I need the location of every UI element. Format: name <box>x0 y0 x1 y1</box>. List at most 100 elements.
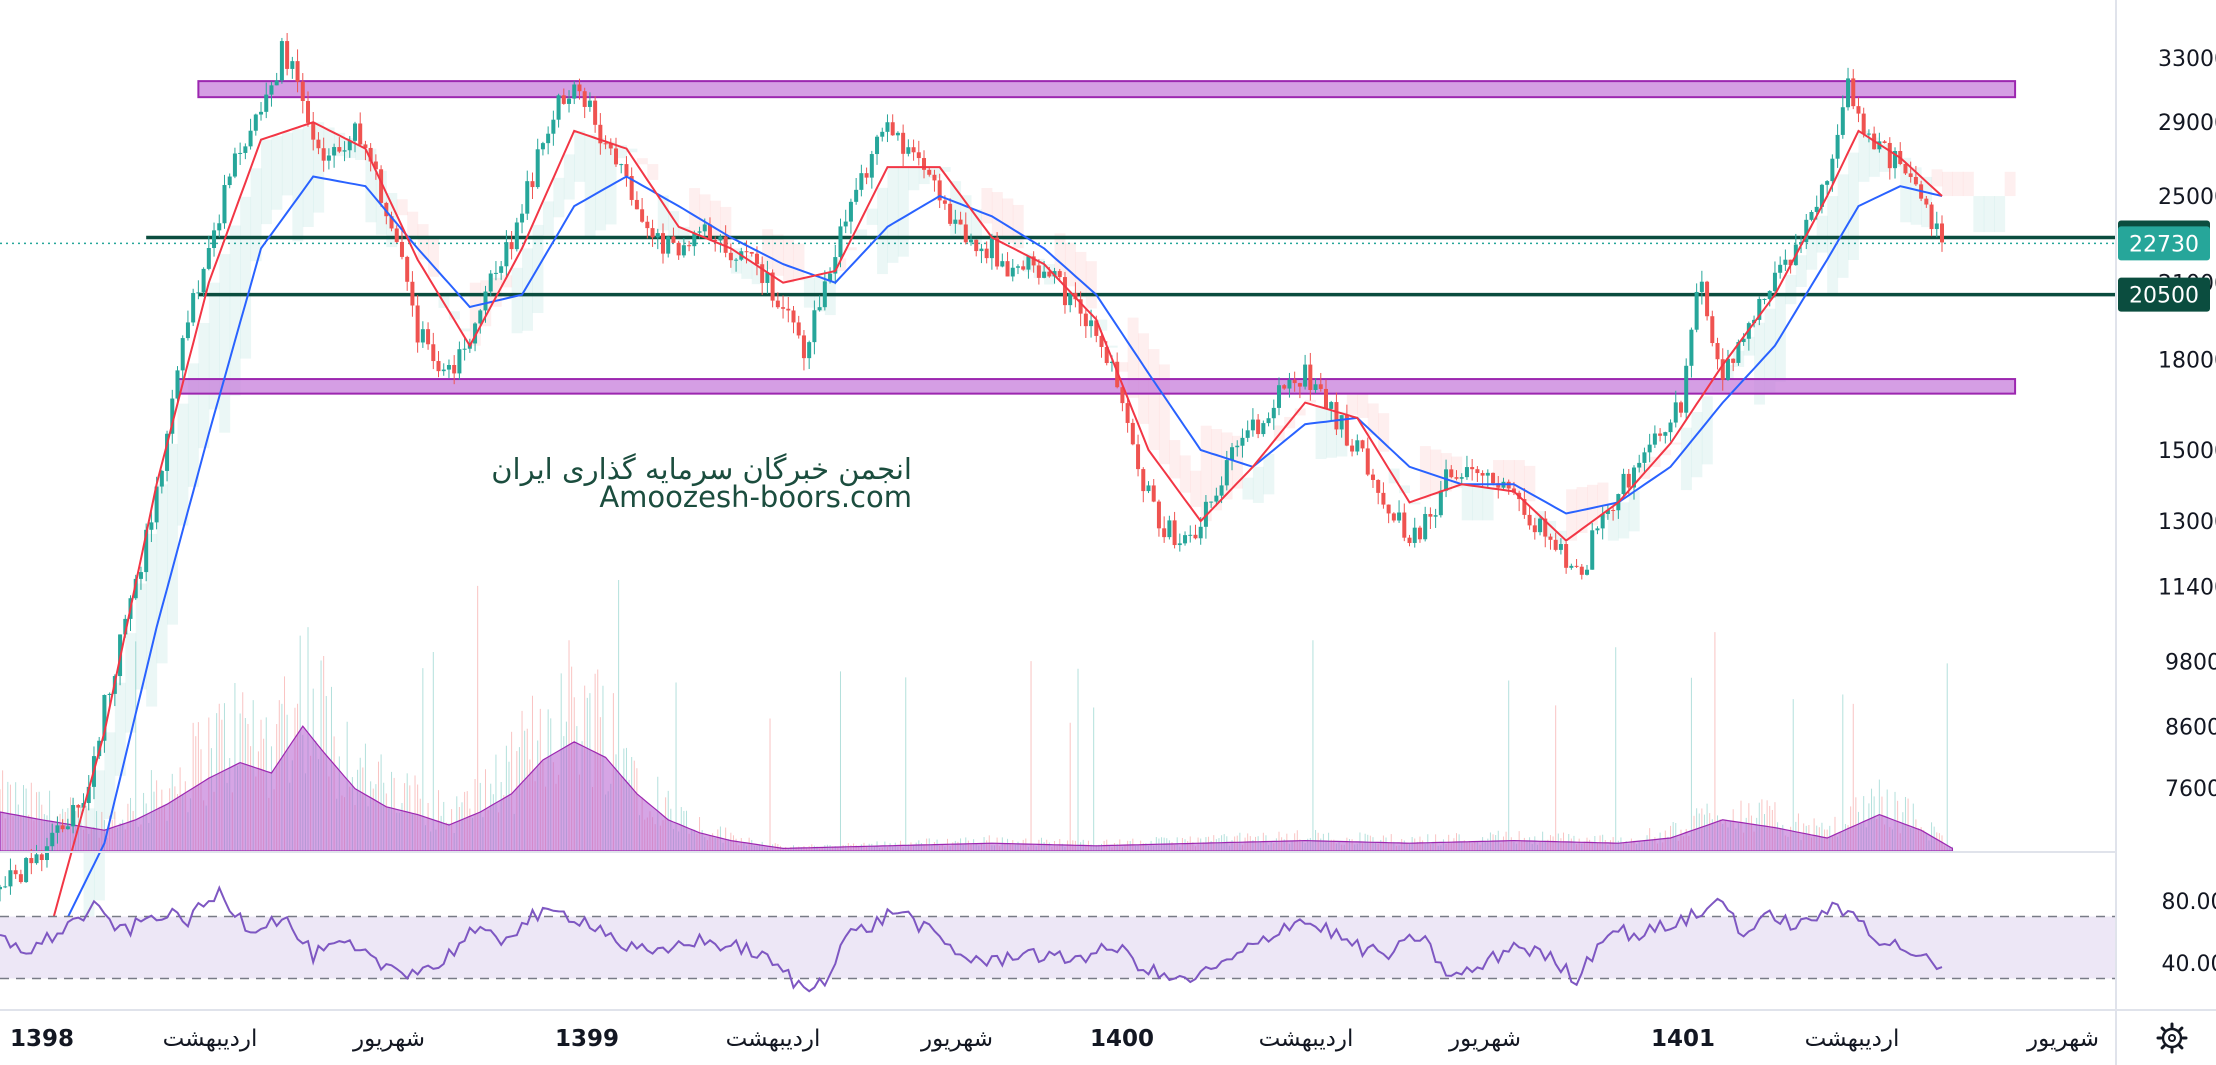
candle-body[interactable] <box>71 805 76 827</box>
candle-body[interactable] <box>76 805 81 808</box>
candle-body[interactable] <box>692 232 697 247</box>
candle-body[interactable] <box>337 147 342 152</box>
candle-body[interactable] <box>180 338 185 371</box>
candle-body[interactable] <box>901 132 906 154</box>
candle-body[interactable] <box>259 111 264 115</box>
candle-body[interactable] <box>1209 501 1214 503</box>
candle-body[interactable] <box>1376 479 1381 493</box>
candle-body[interactable] <box>1464 467 1469 478</box>
candle-body[interactable] <box>175 370 180 399</box>
candle-body[interactable] <box>159 470 164 487</box>
candle-body[interactable] <box>1245 430 1250 438</box>
candle-body[interactable] <box>1908 173 1913 177</box>
candle-body[interactable] <box>473 323 478 344</box>
candle-body[interactable] <box>546 133 551 144</box>
candle-body[interactable] <box>1323 388 1328 409</box>
candle-body[interactable] <box>655 233 660 238</box>
candle-body[interactable] <box>1767 291 1772 299</box>
candle-body[interactable] <box>243 146 248 153</box>
candle-body[interactable] <box>50 832 55 847</box>
candle-body[interactable] <box>1736 342 1741 363</box>
candle-body[interactable] <box>185 322 190 339</box>
candle-body[interactable] <box>948 203 953 224</box>
candle-body[interactable] <box>1851 78 1856 107</box>
candle-body[interactable] <box>958 219 963 225</box>
candle-body[interactable] <box>629 176 634 200</box>
candle-body[interactable] <box>238 152 243 154</box>
candle-body[interactable] <box>942 200 947 204</box>
candle-body[interactable] <box>29 858 34 864</box>
candle-body[interactable] <box>1115 361 1120 388</box>
candle-body[interactable] <box>567 98 572 104</box>
candle-body[interactable] <box>1047 271 1052 277</box>
candle-body[interactable] <box>1663 432 1668 436</box>
candle-body[interactable] <box>1856 106 1861 114</box>
candle-body[interactable] <box>13 870 18 875</box>
candle-body[interactable] <box>754 253 759 265</box>
candle-body[interactable] <box>1057 271 1062 278</box>
candle-body[interactable] <box>927 169 932 175</box>
candle-body[interactable] <box>561 95 566 104</box>
candle-body[interactable] <box>212 230 217 248</box>
candle-body[interactable] <box>1297 383 1302 387</box>
candle-body[interactable] <box>796 322 801 336</box>
candle-body[interactable] <box>864 173 869 178</box>
candle-body[interactable] <box>848 201 853 222</box>
candle-body[interactable] <box>201 268 206 293</box>
candle-body[interactable] <box>1172 520 1177 546</box>
candle-body[interactable] <box>1277 385 1282 408</box>
candle-body[interactable] <box>1318 384 1323 389</box>
candle-body[interactable] <box>86 786 91 804</box>
candle-body[interactable] <box>1104 346 1109 364</box>
candle-body[interactable] <box>1224 460 1229 486</box>
candle-body[interactable] <box>1250 419 1255 431</box>
candle-body[interactable] <box>60 825 65 830</box>
candle-body[interactable] <box>1637 462 1642 468</box>
candle-body[interactable] <box>1423 514 1428 540</box>
candle-body[interactable] <box>770 272 775 301</box>
candle-body[interactable] <box>572 84 577 99</box>
candle-body[interactable] <box>1271 407 1276 419</box>
candle-body[interactable] <box>379 169 384 203</box>
candle-body[interactable] <box>1407 537 1412 543</box>
candle-body[interactable] <box>279 41 284 81</box>
candle-body[interactable] <box>728 252 733 261</box>
candle-body[interactable] <box>1449 469 1454 478</box>
candle-body[interactable] <box>1193 534 1198 539</box>
candle-body[interactable] <box>1788 259 1793 266</box>
candle-body[interactable] <box>1809 211 1814 220</box>
support-resistance-zones[interactable] <box>176 80 2017 395</box>
candle-body[interactable] <box>1433 515 1438 517</box>
candle-body[interactable] <box>765 272 770 283</box>
candle-body[interactable] <box>1042 271 1047 278</box>
candle-body[interactable] <box>1574 565 1579 567</box>
candle-body[interactable] <box>102 694 107 741</box>
candle-body[interactable] <box>671 236 676 243</box>
candle-body[interactable] <box>1522 499 1527 515</box>
candle-body[interactable] <box>253 114 258 131</box>
candle-body[interactable] <box>650 228 655 238</box>
candle-body[interactable] <box>478 310 483 324</box>
candle-body[interactable] <box>1146 485 1151 492</box>
candle-body[interactable] <box>426 329 431 345</box>
candle-body[interactable] <box>1402 512 1407 538</box>
candle-body[interactable] <box>1141 469 1146 492</box>
candle-body[interactable] <box>488 273 493 292</box>
candle-body[interactable] <box>974 239 979 252</box>
candle-body[interactable] <box>269 85 274 95</box>
candle-body[interactable] <box>1026 256 1031 270</box>
candle-body[interactable] <box>217 223 222 231</box>
candle-body[interactable] <box>0 886 2 890</box>
gear-icon[interactable] <box>2156 1022 2188 1054</box>
candle-body[interactable] <box>1052 271 1057 277</box>
candle-body[interactable] <box>1417 527 1422 540</box>
candle-body[interactable] <box>1543 518 1548 537</box>
candle-body[interactable] <box>953 219 958 224</box>
candle-body[interactable] <box>1036 265 1041 278</box>
candle-body[interactable] <box>666 236 671 254</box>
candle-body[interactable] <box>332 147 337 156</box>
candle-body[interactable] <box>1715 343 1720 360</box>
candle-body[interactable] <box>1731 358 1736 363</box>
candle-body[interactable] <box>963 224 968 243</box>
